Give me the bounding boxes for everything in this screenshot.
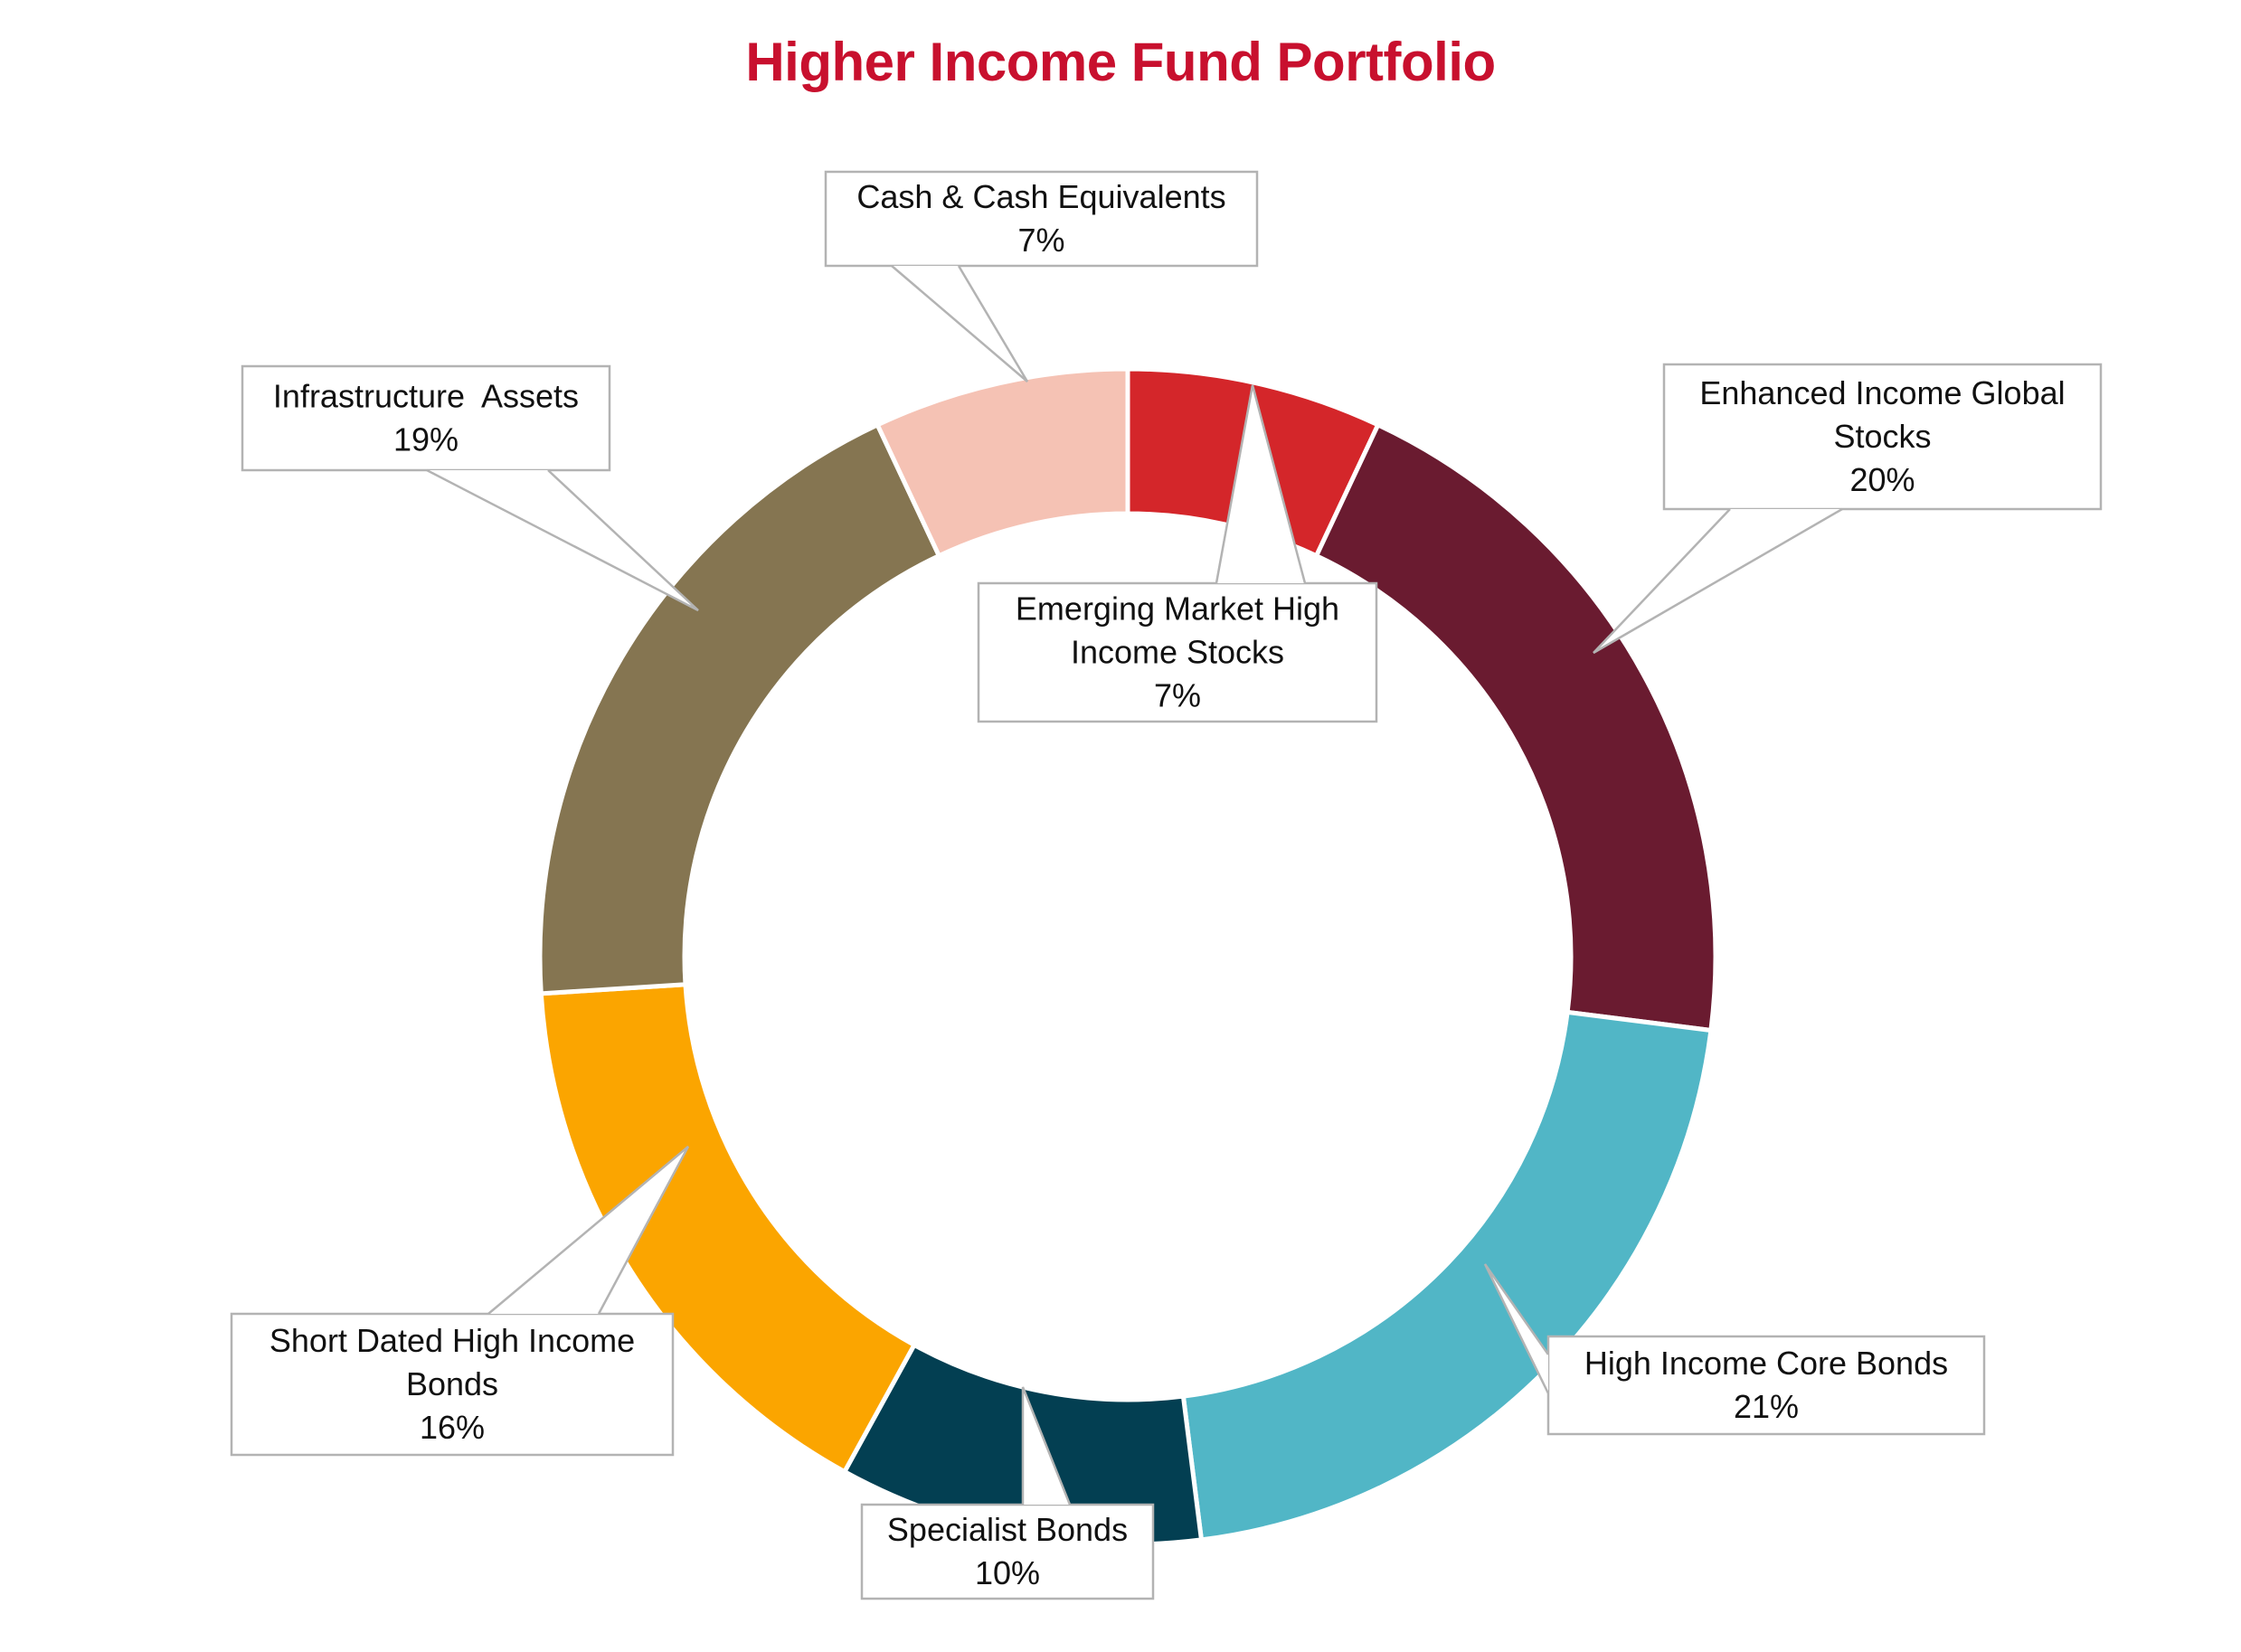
donut-slices (537, 366, 1718, 1547)
data-label-value: 10% (975, 1554, 1040, 1591)
callout-cash-and-cash-equivalents: Cash & Cash Equivalents 7% (824, 170, 1259, 382)
slice-enhanced-income-global-stocks (1313, 421, 1718, 1034)
data-label-name: High Income Core Bonds (1584, 1345, 1948, 1382)
callout-pointer-outline (1215, 384, 1307, 584)
chart-title: Higher Income Fund Portfolio (745, 32, 1496, 92)
data-label-value: 7% (1017, 222, 1064, 259)
callout-pointer-outline (1021, 1386, 1072, 1506)
callout-emerging-market-high-income-stocks: Emerging Market High Income Stocks 7% (977, 384, 1378, 723)
callout-short-dated-high-income-bonds: Short Dated High Income Bonds 16% (230, 1146, 690, 1457)
slice-cash-and-cash-equivalents (874, 366, 1130, 559)
data-label-name: Specialist Bonds (887, 1511, 1128, 1548)
data-label-name: Emerging Market High (1016, 590, 1339, 628)
data-label-value: 7% (1154, 677, 1201, 714)
data-label-name: Bonds (406, 1365, 498, 1402)
data-label-value: 21% (1734, 1388, 1799, 1425)
data-label-name: Infrastructure Assets (273, 378, 579, 415)
callouts: Emerging Market High Income Stocks 7% Enhan… (230, 170, 2103, 1600)
callout-pointer-outline (1593, 507, 1843, 655)
callout-high-income-core-bonds: High Income Core Bonds 21% (1483, 1263, 1986, 1436)
callout-box (1662, 363, 2103, 511)
data-label-name: Stocks (1833, 418, 1931, 455)
slice-infrastructure-assets (537, 421, 942, 996)
data-label-name: Cash & Cash Equivalents (856, 178, 1225, 215)
callout-box (241, 364, 611, 472)
callout-box (230, 1312, 675, 1457)
callout-box (977, 581, 1378, 723)
callout-box (1546, 1335, 1986, 1436)
callout-box (824, 170, 1259, 268)
callout-pointer-outline (1483, 1263, 1550, 1394)
data-label-value: 20% (1849, 461, 1915, 498)
data-label-value: 16% (420, 1409, 485, 1446)
data-label-value: 19% (393, 421, 459, 458)
callout-box (860, 1503, 1155, 1600)
data-label-name: Enhanced Income Global (1699, 374, 2065, 411)
callout-pointer (1216, 385, 1305, 583)
slice-high-income-core-bonds (1180, 1009, 1714, 1543)
data-label-name: Short Dated High Income (269, 1322, 635, 1359)
data-label-name: Income Stocks (1071, 634, 1284, 671)
callout-specialist-bonds: Specialist Bonds 10% (860, 1386, 1155, 1600)
callout-pointer-outline (891, 265, 1029, 382)
callout-pointer-outline (487, 1146, 690, 1315)
callout-pointer-outline (426, 468, 699, 612)
callout-enhanced-income-global-stocks: Enhanced Income Global Stocks 20% (1593, 363, 2103, 655)
callout-infrastructure-assets: Infrastructure Assets 19% (241, 364, 699, 612)
